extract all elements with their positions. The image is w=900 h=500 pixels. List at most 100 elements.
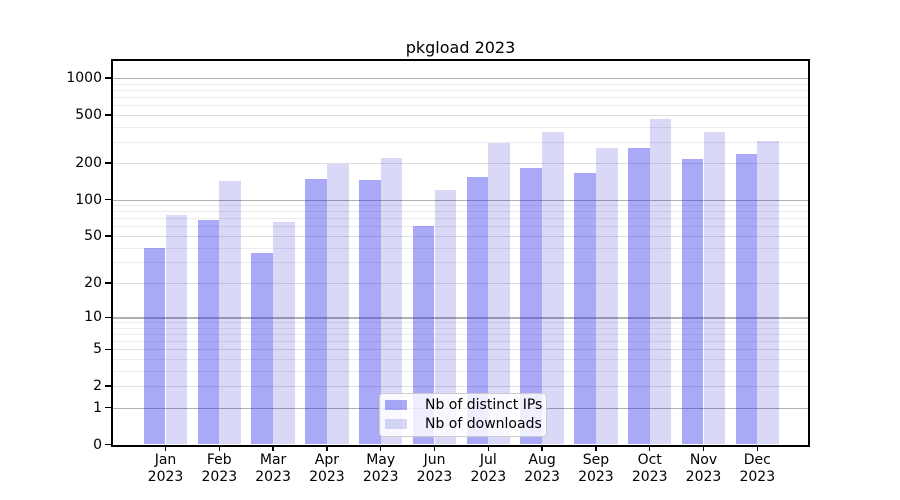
x-tick-label: Mar 2023 bbox=[255, 452, 291, 485]
x-tick-label: Jun 2023 bbox=[416, 452, 453, 485]
bar-apr-distinct-ips bbox=[305, 179, 327, 445]
bar-nov-downloads bbox=[703, 131, 726, 445]
x-tick bbox=[487, 444, 490, 451]
y-tick-label: 10 bbox=[84, 309, 102, 326]
bar-feb-distinct-ips bbox=[197, 219, 220, 445]
bar-nov-distinct-ips bbox=[681, 158, 704, 445]
bar-feb-downloads bbox=[219, 181, 242, 445]
legend-label: Nb of downloads bbox=[425, 415, 542, 432]
x-tick-label: Oct 2023 bbox=[631, 452, 668, 485]
y-tick-label: 100 bbox=[75, 191, 102, 208]
bar-sep-downloads bbox=[595, 147, 618, 445]
gridline-minor bbox=[113, 126, 808, 128]
gridline-minor bbox=[113, 83, 808, 85]
y-tick bbox=[105, 443, 112, 446]
gridline bbox=[113, 163, 808, 165]
x-tick bbox=[164, 444, 167, 451]
gridline-minor bbox=[113, 105, 808, 107]
bar-jun-distinct-ips bbox=[412, 225, 435, 445]
gridline-minor bbox=[113, 341, 808, 343]
y-tick-label: 5 bbox=[93, 341, 102, 358]
bar-aug-distinct-ips bbox=[520, 167, 543, 445]
y-tick bbox=[105, 406, 112, 409]
bar-mar-downloads bbox=[273, 222, 295, 445]
bar-dec-downloads bbox=[757, 141, 780, 445]
x-tick bbox=[648, 444, 651, 451]
y-tick-label: 2 bbox=[93, 378, 102, 395]
gridline bbox=[113, 283, 808, 285]
gridline-minor bbox=[113, 327, 808, 329]
bar-apr-downloads bbox=[326, 164, 349, 445]
gridline-minor bbox=[113, 322, 808, 324]
bar-dec-distinct-ips bbox=[735, 153, 758, 445]
bar-jun-downloads bbox=[434, 189, 457, 445]
y-tick-label: 500 bbox=[75, 106, 102, 123]
legend-swatch-ips-icon bbox=[385, 400, 407, 410]
gridline bbox=[113, 349, 808, 351]
gridline-major bbox=[113, 78, 808, 80]
y-tick bbox=[105, 348, 112, 351]
x-tick-label: May 2023 bbox=[362, 452, 399, 485]
x-tick-label: Sep 2023 bbox=[578, 452, 614, 485]
gridline-minor bbox=[113, 226, 808, 228]
gridline bbox=[113, 235, 808, 237]
x-tick bbox=[326, 444, 328, 451]
gridline-major bbox=[113, 199, 808, 202]
x-tick-label: Apr 2023 bbox=[309, 452, 345, 485]
bar-may-downloads bbox=[380, 158, 403, 445]
gridline-minor bbox=[113, 96, 808, 98]
x-tick bbox=[433, 444, 436, 451]
bar-jul-downloads bbox=[488, 143, 511, 445]
gridline-major bbox=[113, 317, 808, 319]
gridline-minor bbox=[113, 370, 808, 372]
bar-jan-distinct-ips bbox=[143, 247, 166, 445]
gridline-minor bbox=[113, 262, 808, 264]
bar-sep-distinct-ips bbox=[574, 173, 596, 445]
gridline-minor bbox=[113, 141, 808, 143]
x-tick bbox=[541, 444, 543, 451]
x-tick bbox=[702, 444, 705, 451]
gridline-minor bbox=[113, 89, 808, 91]
y-tick-label: 200 bbox=[75, 155, 102, 172]
gridline-minor bbox=[113, 359, 808, 361]
bar-oct-distinct-ips bbox=[627, 147, 650, 445]
x-tick-label: Jan 2023 bbox=[147, 452, 184, 485]
x-tick-label: Jul 2023 bbox=[470, 452, 507, 485]
y-tick bbox=[105, 316, 112, 319]
gridline bbox=[113, 386, 808, 388]
gridline-minor bbox=[113, 211, 808, 213]
legend-item-downloads: Nb of downloads bbox=[385, 415, 542, 434]
y-tick bbox=[105, 162, 112, 164]
gridline-minor bbox=[113, 218, 808, 220]
plot-area bbox=[113, 61, 808, 445]
gridline bbox=[113, 114, 808, 116]
y-tick bbox=[105, 198, 112, 201]
bar-aug-downloads bbox=[542, 132, 564, 445]
x-tick-label: Aug 2023 bbox=[524, 452, 560, 485]
legend-label: Nb of distinct IPs bbox=[425, 396, 543, 413]
legend-swatch-downloads-icon bbox=[385, 419, 407, 429]
y-tick-label: 1000 bbox=[66, 70, 102, 87]
bar-mar-distinct-ips bbox=[251, 252, 274, 445]
bar-oct-downloads bbox=[649, 118, 672, 445]
x-tick-label: Feb 2023 bbox=[201, 452, 238, 485]
x-tick bbox=[218, 444, 221, 451]
y-tick bbox=[105, 385, 112, 387]
bar-jul-distinct-ips bbox=[466, 176, 489, 445]
y-tick bbox=[105, 77, 112, 79]
x-tick-label: Nov 2023 bbox=[685, 452, 722, 485]
y-tick-label: 1 bbox=[93, 399, 102, 416]
y-tick bbox=[105, 235, 112, 237]
x-tick bbox=[595, 444, 597, 451]
gridline-minor bbox=[113, 334, 808, 336]
y-tick bbox=[105, 114, 112, 116]
y-tick-label: 0 bbox=[93, 436, 102, 453]
legend-item-distinct-ips: Nb of distinct IPs bbox=[385, 396, 543, 415]
x-tick bbox=[272, 444, 274, 451]
legend: Nb of distinct IPs Nb of downloads bbox=[379, 392, 547, 437]
x-tick-label: Dec 2023 bbox=[739, 452, 776, 485]
bar-may-distinct-ips bbox=[358, 180, 381, 445]
y-tick bbox=[105, 282, 112, 284]
y-tick-label: 20 bbox=[84, 275, 102, 292]
